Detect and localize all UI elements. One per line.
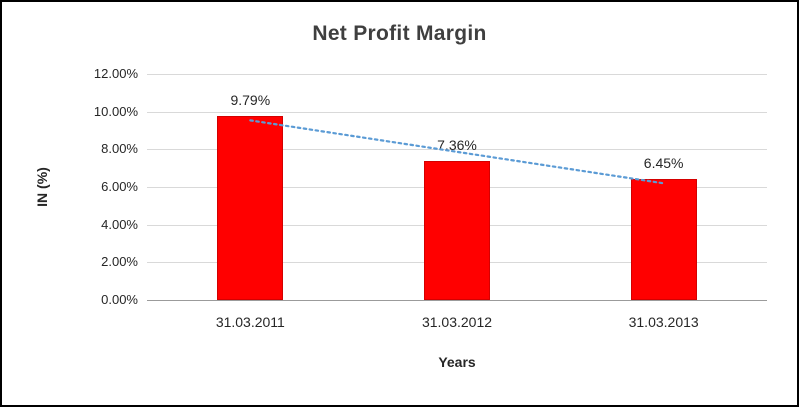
y-tick-label: 0.00% — [101, 292, 138, 307]
x-tick-label: 31.03.2012 — [421, 314, 493, 330]
x-tick-label: 31.03.2013 — [628, 314, 699, 330]
gridline — [147, 74, 767, 75]
y-tick-label: 8.00% — [101, 141, 138, 157]
bar-31.03.2013 — [630, 178, 697, 300]
x-tick-label: 31.03.2011 — [215, 314, 285, 330]
gridline — [147, 111, 767, 113]
y-tick-label: 10.00% — [93, 103, 138, 119]
bar-value-label: 7.36% — [437, 137, 477, 154]
x-axis-line — [147, 300, 767, 301]
x-axis-title: Years — [438, 354, 476, 370]
y-tick-label: 2.00% — [101, 254, 138, 270]
bar-31.03.2012 — [424, 161, 490, 300]
bar-value-label: 6.45% — [643, 154, 684, 171]
bar-31.03.2011 — [217, 115, 284, 300]
y-tick-label: 12.00% — [93, 66, 138, 81]
y-tick-label: 4.00% — [101, 216, 138, 232]
y-tick-label: 6.00% — [101, 179, 138, 194]
chart-title: Net Profit Margin — [312, 22, 487, 45]
plot-area: 9.79% 7.36% 6.45% — [147, 74, 767, 301]
bar-value-label: 9.79% — [230, 91, 271, 108]
